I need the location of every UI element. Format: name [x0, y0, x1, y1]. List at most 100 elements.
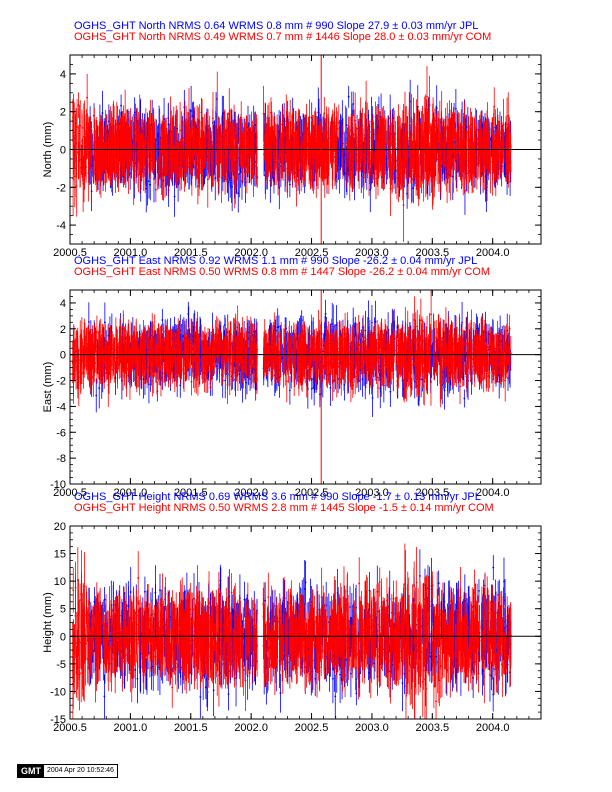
data-point — [427, 153, 430, 156]
data-point — [132, 177, 135, 180]
data-point — [473, 160, 476, 163]
data-point — [156, 149, 159, 152]
data-point — [226, 176, 229, 179]
data-point — [303, 139, 306, 142]
data-point — [125, 139, 128, 142]
data-point — [201, 130, 204, 132]
data-point — [443, 138, 446, 141]
data-point — [406, 192, 409, 195]
data-point — [412, 146, 415, 148]
data-point — [402, 170, 405, 172]
data-point — [230, 123, 233, 126]
data-point — [432, 127, 435, 130]
data-point — [190, 110, 193, 112]
data-point — [435, 130, 438, 133]
data-point — [161, 182, 164, 185]
data-point — [430, 146, 433, 149]
data-point — [83, 118, 86, 121]
data-point — [352, 175, 355, 178]
data-point — [456, 165, 458, 168]
data-point — [138, 132, 140, 135]
data-point — [494, 169, 497, 172]
series-title-1: OGHS_GHT North NRMS 0.49 WRMS 0.7 mm # 1… — [74, 31, 491, 43]
data-point — [369, 189, 372, 191]
data-point — [509, 170, 512, 172]
data-point — [196, 185, 199, 188]
y-tick-label: -2 — [56, 182, 66, 194]
data-point — [134, 128, 137, 131]
data-point — [270, 149, 273, 152]
data-point — [452, 151, 455, 154]
data-point — [201, 117, 203, 120]
data-point — [234, 135, 237, 138]
data-point — [386, 130, 388, 133]
data-point — [224, 153, 227, 156]
data-point — [88, 141, 90, 143]
data-point — [336, 127, 339, 130]
data-point — [445, 126, 448, 129]
data-point — [231, 185, 234, 188]
data-point — [255, 133, 258, 136]
data-point — [223, 131, 226, 133]
data-point — [226, 153, 229, 156]
data-point — [347, 150, 350, 152]
data-point — [237, 192, 240, 195]
data-point — [168, 158, 171, 160]
data-point — [236, 152, 239, 155]
data-point — [73, 175, 76, 178]
data-point — [174, 152, 177, 155]
data-point — [483, 143, 486, 145]
data-point — [322, 167, 325, 170]
data-point — [501, 143, 504, 146]
data-point — [238, 172, 241, 175]
data-point — [354, 119, 357, 122]
data-point — [441, 164, 444, 167]
data-point — [177, 161, 180, 164]
data-point — [110, 138, 113, 141]
data-point — [442, 143, 445, 146]
data-point — [374, 152, 377, 155]
data-point — [286, 161, 288, 164]
data-point — [193, 133, 196, 136]
data-point — [163, 118, 165, 121]
data-point — [441, 130, 443, 132]
data-point — [115, 150, 118, 152]
data-point — [391, 156, 394, 159]
data-point — [227, 130, 229, 133]
data-point — [361, 170, 364, 173]
data-point — [425, 118, 428, 121]
x-tick-label: 2002.0 — [234, 247, 268, 259]
data-point — [77, 151, 80, 154]
x-tick-label: 2003.0 — [355, 247, 389, 259]
data-point — [459, 157, 462, 160]
data-point — [273, 127, 276, 130]
data-point — [130, 156, 133, 159]
data-point — [173, 195, 176, 198]
data-point — [302, 152, 304, 155]
data-point — [233, 130, 235, 133]
y-tick-label: 0 — [60, 145, 66, 157]
data-point — [408, 124, 411, 127]
data-point — [413, 141, 416, 144]
data-point — [171, 151, 174, 154]
data-point — [303, 163, 306, 166]
data-point — [397, 122, 400, 125]
data-point — [241, 150, 244, 153]
data-cloud — [71, 65, 512, 243]
data-point — [162, 142, 164, 145]
data-point — [446, 159, 448, 162]
data-point — [426, 95, 428, 98]
data-point — [146, 163, 149, 166]
data-point — [216, 98, 219, 100]
data-point — [276, 140, 279, 142]
data-point — [454, 136, 457, 138]
data-point — [486, 127, 489, 130]
data-point — [279, 136, 282, 139]
data-point — [220, 177, 223, 179]
data-point — [253, 128, 255, 131]
x-tick-label: 2003.5 — [415, 247, 449, 259]
data-point — [389, 124, 392, 126]
data-point — [389, 152, 392, 155]
data-point — [200, 155, 203, 158]
data-point — [263, 146, 265, 149]
